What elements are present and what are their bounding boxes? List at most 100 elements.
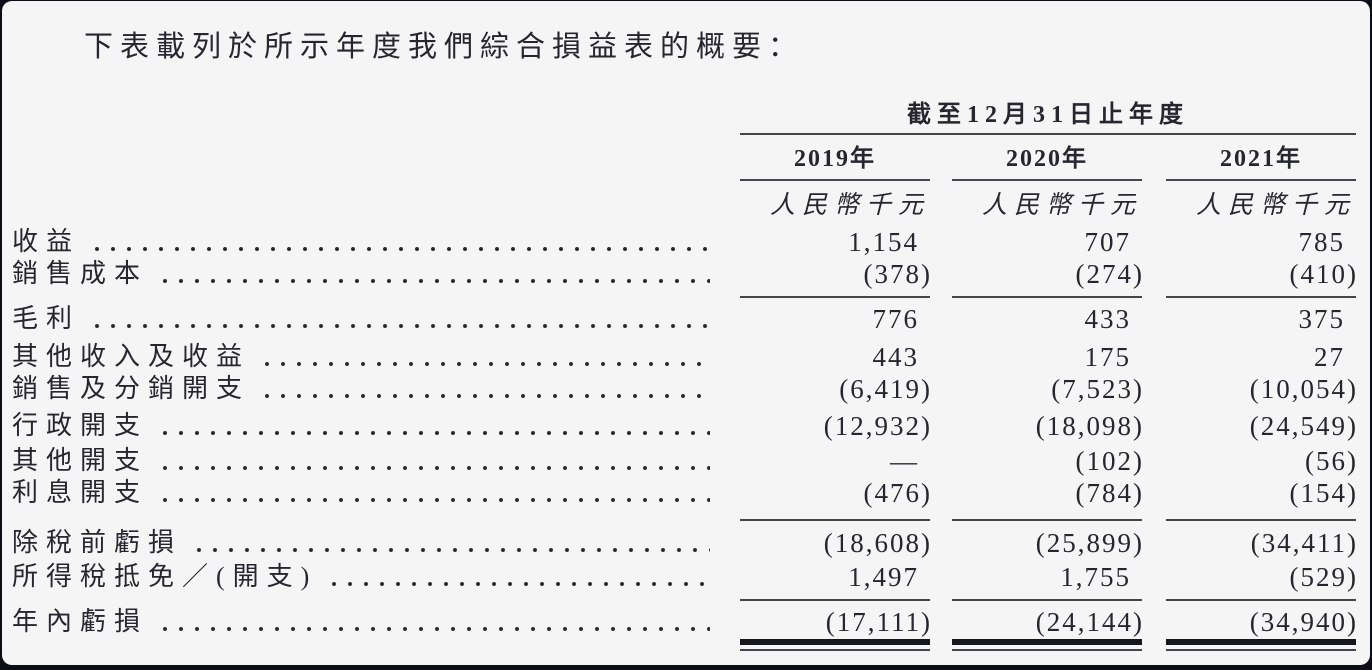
rule-line	[952, 599, 1142, 601]
value-cell: 1,154	[848, 227, 919, 257]
row-label: 收益	[12, 227, 81, 256]
value-cell: 375	[1298, 304, 1345, 334]
year-column-2019: 2019年	[740, 146, 930, 181]
rule-line	[1166, 296, 1356, 298]
year-columns: 2019年 2020年 2021年	[740, 146, 1356, 181]
dot-leader	[264, 342, 710, 372]
value-cell: 27	[1314, 342, 1345, 372]
year-column-2021: 2021年	[1166, 146, 1356, 181]
row-label: 利息開支	[12, 478, 149, 507]
table-row: 所得稅抵免／(開支) 1,497 1,755 (529)	[12, 562, 1358, 592]
row-label: 毛利	[12, 304, 81, 333]
table-row: 銷售成本 (378) (274) (410)	[12, 259, 1358, 289]
rule-line	[952, 519, 1142, 521]
value-cell: 433	[1084, 304, 1131, 334]
rule-spacer	[12, 639, 740, 651]
rule-line	[1166, 639, 1356, 651]
rule-line	[740, 296, 930, 298]
row-label: 所得稅抵免／(開支)	[12, 562, 318, 591]
value-cell: (18,608)	[823, 528, 932, 558]
value-cell: (784)	[1075, 478, 1144, 508]
value-cell: 1,497	[848, 562, 919, 592]
table-body: 收益 1,154 707 785 銷售成本 (378) (274) (410) 毛利 776 433…	[12, 223, 1358, 651]
row-label: 銷售及分銷開支	[12, 374, 251, 403]
dot-leader	[94, 304, 710, 334]
row-label: 除稅前虧損	[12, 528, 183, 557]
value-cell: (12,932)	[823, 411, 932, 441]
rule-line	[740, 639, 930, 651]
row-label: 其他開支	[12, 446, 149, 475]
row-label: 銷售成本	[12, 259, 149, 288]
intro-text: 下表載列於所示年度我們綜合損益表的概要：	[84, 31, 805, 63]
dot-leader	[162, 446, 710, 476]
value-cell: 443	[872, 342, 919, 372]
table-row: 其他開支 — (102) (56)	[12, 446, 1358, 476]
row-label: 其他收入及收益	[12, 342, 251, 371]
value-cell: (18,098)	[1035, 411, 1144, 441]
row-label: 年內虧損	[12, 607, 149, 636]
dot-leader	[162, 259, 710, 289]
table-header: 截至12月31日止年度 2019年 2020年 2021年 人民幣千元 人民幣千…	[740, 101, 1356, 219]
unit-label: 人民幣千元	[769, 192, 930, 219]
value-cell: (10,054)	[1249, 374, 1358, 404]
total-rule	[12, 639, 1358, 651]
rule-line	[1166, 519, 1356, 521]
rule-line	[1166, 599, 1356, 601]
dot-leader	[94, 227, 710, 257]
table-row: 毛利 776 433 375	[12, 304, 1358, 334]
sum-rule	[12, 296, 1358, 298]
dot-leader	[331, 562, 710, 592]
value-cell: (476)	[863, 478, 932, 508]
value-cell: (34,940)	[1249, 607, 1358, 637]
year-column-2020: 2020年	[952, 146, 1142, 181]
rule-spacer	[12, 296, 740, 298]
value-cell: (6,419)	[839, 374, 932, 404]
rule-line	[740, 519, 930, 521]
dot-leader	[162, 411, 710, 441]
table-row: 除稅前虧損 (18,608) (25,899) (34,411)	[12, 528, 1358, 558]
sum-rule	[12, 599, 1358, 601]
value-cell: (34,411)	[1250, 528, 1358, 558]
unit-label: 人民幣千元	[981, 192, 1142, 219]
unit-label: 人民幣千元	[1195, 192, 1356, 219]
table-row: 利息開支 (476) (784) (154)	[12, 478, 1358, 508]
rule-spacer	[12, 519, 740, 521]
value-cell: (274)	[1075, 259, 1144, 289]
value-cell: (25,899)	[1035, 528, 1144, 558]
dot-leader	[162, 478, 710, 508]
value-cell: 785	[1298, 227, 1345, 257]
sum-rule	[12, 519, 1358, 521]
dot-leader	[196, 528, 710, 558]
dot-leader	[162, 607, 710, 637]
value-cell: (7,523)	[1051, 374, 1144, 404]
value-cell: 1,755	[1060, 562, 1131, 592]
table-row: 銷售及分銷開支 (6,419) (7,523) (10,054)	[12, 374, 1358, 404]
value-cell: (410)	[1289, 259, 1358, 289]
table-row: 其他收入及收益 443 175 27	[12, 342, 1358, 372]
value-cell: (102)	[1075, 446, 1144, 476]
rule-line	[952, 639, 1142, 651]
table-row: 收益 1,154 707 785	[12, 227, 1358, 257]
table-row: 年內虧損 (17,111) (24,144) (34,940)	[12, 607, 1358, 637]
rule-spacer	[12, 599, 740, 601]
table-row: 行政開支 (12,932) (18,098) (24,549)	[12, 411, 1358, 441]
value-cell: (529)	[1289, 562, 1358, 592]
rule-line	[740, 599, 930, 601]
dot-leader	[264, 374, 710, 404]
value-cell: (24,549)	[1249, 411, 1358, 441]
period-header: 截至12月31日止年度	[740, 101, 1356, 135]
rule-line	[952, 296, 1142, 298]
value-cell: 707	[1084, 227, 1131, 257]
value-cell: (24,144)	[1035, 607, 1144, 637]
value-cell: (56)	[1305, 446, 1358, 476]
value-cell: (154)	[1289, 478, 1358, 508]
value-cell: (17,111)	[825, 607, 932, 637]
value-cell: 175	[1084, 342, 1131, 372]
unit-row: 人民幣千元 人民幣千元 人民幣千元	[740, 193, 1356, 219]
row-label: 行政開支	[12, 411, 149, 440]
value-cell: —	[890, 446, 919, 476]
value-cell: 776	[872, 304, 919, 334]
value-cell: (378)	[863, 259, 932, 289]
